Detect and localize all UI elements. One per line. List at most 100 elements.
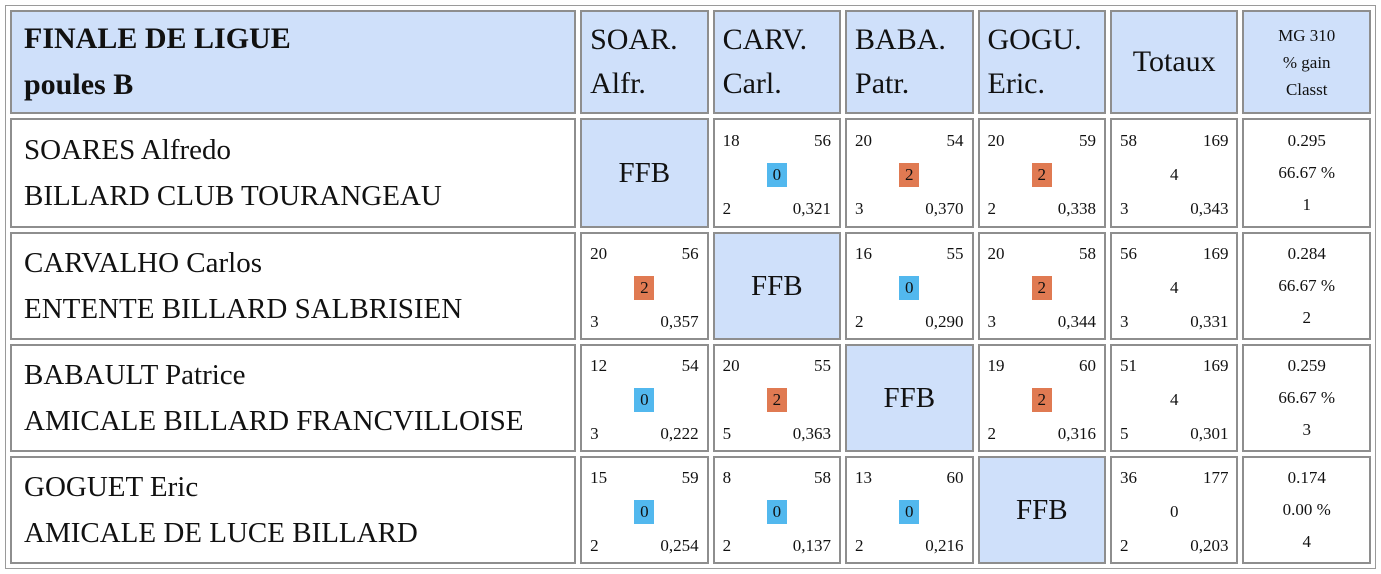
rank-value: 3 <box>1302 420 1311 439</box>
match-innings: 58 <box>814 468 832 487</box>
match-innings: 55 <box>814 356 832 375</box>
match-best-series: 2 <box>722 536 732 555</box>
rank-value: 2 <box>1302 308 1311 327</box>
match-innings: 56 <box>681 244 699 263</box>
result-badge: 2 <box>634 276 655 300</box>
mg-cell: 0.174 0.00 % 4 <box>1242 456 1371 564</box>
match-result: 2 <box>715 388 839 412</box>
match-points: 19 <box>987 356 1005 375</box>
match-points: 8 <box>722 468 732 487</box>
match-cell-content: 20 59 2 2 0,338 <box>980 121 1104 225</box>
opponent-firstname: Alfr. <box>590 67 646 100</box>
match-cell-content: 18 56 0 2 0,321 <box>715 121 839 225</box>
match-result: 2 <box>582 276 706 300</box>
match-cell: 20 56 2 3 0,357 <box>580 232 709 340</box>
mg-cell: 0.295 66.67 % 1 <box>1242 118 1371 228</box>
match-result: 2 <box>847 163 971 187</box>
rank-value: 1 <box>1302 195 1311 214</box>
self-match-cell: FFB <box>845 344 974 452</box>
mg-header-label: MG 310 <box>1278 25 1336 45</box>
total-points: 58 <box>1119 131 1137 150</box>
mg-value: 0.259 <box>1287 356 1326 375</box>
match-cell-content: 20 55 2 5 0,363 <box>715 346 839 450</box>
self-match-cell: FFB <box>712 232 842 340</box>
match-average: 0,216 <box>925 536 964 555</box>
match-average: 0,363 <box>792 424 832 443</box>
totals-content: 56 169 4 3 0,331 <box>1112 234 1236 338</box>
match-result: 2 <box>980 276 1104 300</box>
player-row: SOARES Alfredo BILLARD CLUB TOURANGEAU FFB… <box>10 118 1371 228</box>
total-average: 0,343 <box>1190 199 1229 218</box>
result-badge: 0 <box>766 163 787 187</box>
match-cell: 20 59 2 2 0,338 <box>977 118 1106 228</box>
totals-cell: 58 169 4 3 0,343 <box>1109 118 1239 228</box>
match-best-series: 2 <box>987 199 997 218</box>
result-badge: 2 <box>899 163 920 187</box>
match-cell: 20 54 2 3 0,370 <box>845 118 974 228</box>
match-average: 0,344 <box>1057 312 1096 331</box>
match-points: 20 <box>987 131 1005 150</box>
player-club: BILLARD CLUB TOURANGEAU <box>24 180 442 212</box>
match-innings: 58 <box>1078 244 1096 263</box>
opponent-firstname: Patr. <box>855 67 910 100</box>
total-points: 51 <box>1119 356 1137 375</box>
match-result: 0 <box>582 388 706 412</box>
match-best-series: 3 <box>855 199 864 218</box>
result-badge: 2 <box>766 388 787 412</box>
gain-percent: 66.67 % <box>1278 163 1336 182</box>
match-best-series: 3 <box>590 424 599 443</box>
match-cell: 8 58 0 2 0,137 <box>712 456 842 564</box>
match-best-series: 2 <box>855 312 864 331</box>
match-cell: 19 60 2 2 0,316 <box>977 344 1106 452</box>
match-cell-content: 8 58 0 2 0,137 <box>715 458 839 562</box>
result-badge: 0 <box>899 276 920 300</box>
total-innings: 169 <box>1202 356 1229 375</box>
totals-cell: 51 169 4 5 0,301 <box>1109 344 1239 452</box>
match-average: 0,338 <box>1057 199 1096 218</box>
match-best-series: 3 <box>987 312 997 331</box>
match-average: 0,254 <box>660 536 699 555</box>
player-club: ENTENTE BILLARD SALBRISIEN <box>24 293 463 325</box>
match-cell-content: 13 60 0 2 0,216 <box>847 458 971 562</box>
match-innings: 59 <box>1078 131 1096 150</box>
match-result: 2 <box>980 163 1104 187</box>
total-best-series: 2 <box>1119 536 1129 555</box>
match-innings: 59 <box>681 468 699 487</box>
match-best-series: 2 <box>987 424 997 443</box>
result-badge: 0 <box>634 388 655 412</box>
total-innings: 169 <box>1202 244 1229 263</box>
gain-percent: 0.00 % <box>1282 500 1331 519</box>
match-cell: 12 54 0 3 0,222 <box>580 344 709 452</box>
totals-content: 58 169 4 3 0,343 <box>1112 121 1236 225</box>
total-best-series: 3 <box>1119 199 1129 218</box>
title-line1: FINALE DE LIGUE <box>24 22 291 55</box>
opponent-header-2: BABA. Patr. <box>845 10 974 114</box>
match-cell: 20 55 2 5 0,363 <box>712 344 842 452</box>
player-club: AMICALE BILLARD FRANCVILLOISE <box>24 405 524 437</box>
match-average: 0,370 <box>925 199 964 218</box>
match-best-series: 5 <box>722 424 732 443</box>
self-match-cell: FFB <box>977 456 1106 564</box>
opponent-abbrev: SOAR. <box>590 23 678 56</box>
rank-header-label: Classt <box>1285 79 1328 99</box>
match-result: 0 <box>715 163 839 187</box>
mg-cell: 0.284 66.67 % 2 <box>1242 232 1371 340</box>
match-cell-content: 20 58 2 3 0,344 <box>980 234 1104 338</box>
opponent-firstname: Carl. <box>722 67 782 100</box>
total-innings: 177 <box>1202 468 1229 487</box>
match-result: 2 <box>980 388 1104 412</box>
match-result: 0 <box>847 276 971 300</box>
match-points: 15 <box>590 468 608 487</box>
mg-value: 0.174 <box>1287 468 1326 487</box>
total-result: 4 <box>1169 390 1179 409</box>
player-name: GOGUET Eric <box>24 471 199 503</box>
total-result: 0 <box>1169 502 1179 521</box>
match-points: 16 <box>855 244 873 263</box>
totals-content: 51 169 4 5 0,301 <box>1112 346 1236 450</box>
player-name: CARVALHO Carlos <box>24 247 263 279</box>
result-badge: 2 <box>1031 163 1052 187</box>
total-average: 0,301 <box>1190 424 1229 443</box>
match-result: 0 <box>847 500 971 524</box>
match-result: 0 <box>582 500 706 524</box>
match-innings: 60 <box>946 468 964 487</box>
